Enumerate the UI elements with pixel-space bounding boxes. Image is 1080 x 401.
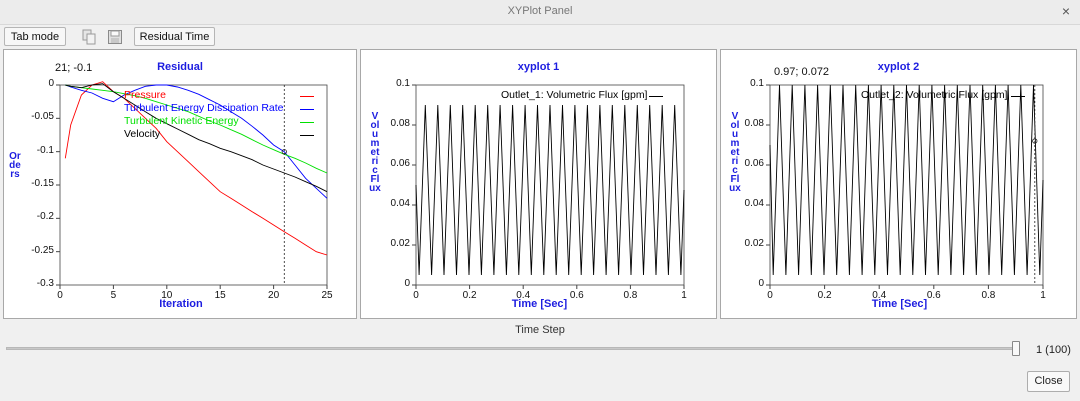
y-tick-label: -0.1 <box>36 144 54 156</box>
x-tick-label: 1 <box>1040 290 1046 301</box>
y-tick-label: -0.15 <box>31 178 54 189</box>
y-axis-title: Volumetric Flux <box>369 111 381 194</box>
x-tick-label: 25 <box>321 290 333 301</box>
legend-swatch <box>300 122 314 123</box>
x-tick-label: 5 <box>110 290 117 301</box>
plot-canvas <box>766 84 1044 289</box>
x-tick-label: 0.2 <box>462 290 477 301</box>
legend-swatch <box>649 96 663 97</box>
x-tick-label: 1 <box>681 290 687 301</box>
legend-swatch <box>1011 96 1025 97</box>
plot-title: xyplot 1 <box>517 61 560 73</box>
x-tick-label: 15 <box>214 290 226 301</box>
y-tick-label: 0.02 <box>390 238 410 249</box>
x-axis-title: Iteration <box>159 298 203 310</box>
y-tick-label: 0.06 <box>390 158 410 169</box>
y-tick-label: 0 <box>48 78 54 89</box>
y-tick-label: 0.1 <box>750 78 764 89</box>
tab-mode-button[interactable]: Tab mode <box>4 27 66 46</box>
series-line <box>65 83 328 193</box>
y-tick-label: 0.04 <box>744 198 764 209</box>
x-tick-label: 0.6 <box>569 290 584 301</box>
plot-canvas <box>412 84 685 289</box>
y-tick-label: -0.3 <box>36 278 54 289</box>
plot-title: Residual <box>157 61 203 73</box>
legend: Outlet_1: Volumetric Flux [gpm] <box>501 89 663 102</box>
window-title: XYPlot Panel <box>507 5 573 17</box>
cursor-readout: 21; -0.1 <box>55 62 93 74</box>
toolbar: Tab mode Residual Time <box>0 25 1080 49</box>
y-tick-label: 0.08 <box>390 118 410 129</box>
y-tick-label: 0.1 <box>396 78 410 89</box>
time-step-slider-track[interactable] <box>6 347 1020 350</box>
legend-label: Outlet_2: Volumetric Flux [gpm] <box>861 89 1008 101</box>
y-axis-title: Orders <box>9 151 21 180</box>
copy-icon[interactable] <box>78 27 100 47</box>
xyplot-2-panel[interactable]: xyplot 2 0.97; 0.072 Time [Sec] Volumetr… <box>720 49 1077 319</box>
legend-item: Turbulent Energy Dissipation Rate <box>124 102 314 115</box>
time-step-value: 1 (100) <box>1036 344 1071 356</box>
series-line <box>64 81 328 256</box>
legend: Outlet_2: Volumetric Flux [gpm] <box>861 89 1025 102</box>
x-tick-label: 0 <box>57 290 63 301</box>
series-line <box>415 104 685 276</box>
x-tick-label: 10 <box>161 290 173 301</box>
x-tick-label: 0 <box>767 290 773 301</box>
time-step-label: Time Step <box>515 324 565 336</box>
legend-swatch <box>300 135 314 136</box>
x-tick-label: 0.4 <box>872 290 887 301</box>
legend-item: Turbulent Kinetic Energy <box>124 115 314 128</box>
y-tick-label: -0.2 <box>36 211 54 223</box>
legend-item: Velocity <box>124 128 314 141</box>
cursor-marker <box>281 149 287 155</box>
close-button[interactable]: Close <box>1027 371 1070 392</box>
legend-item: Outlet_1: Volumetric Flux [gpm] <box>501 89 663 102</box>
x-tick-label: 0.2 <box>817 290 832 301</box>
x-axis-title: Time [Sec] <box>511 298 568 310</box>
plot-canvas <box>56 81 328 289</box>
y-tick-label: 0.08 <box>744 118 764 129</box>
title-bar: XYPlot Panel × <box>0 0 1080 25</box>
legend-swatch <box>300 109 314 110</box>
time-step-slider-thumb[interactable] <box>1012 341 1020 356</box>
legend-label: Velocity <box>124 128 161 140</box>
x-tick-label: 0.4 <box>516 290 531 301</box>
y-tick-label: 0 <box>758 278 764 289</box>
residual-time-button[interactable]: Residual Time <box>134 27 215 46</box>
legend-item: Pressure <box>124 89 314 102</box>
x-tick-label: 0.8 <box>981 290 996 301</box>
residual-plot-panel[interactable]: Residual 21; -0.1 Iteration Orders 0 5 10 1… <box>3 49 357 319</box>
y-tick-label: 0.06 <box>744 158 764 169</box>
cursor-marker <box>1032 138 1038 144</box>
legend-swatch <box>300 96 314 97</box>
plot-title: xyplot 2 <box>877 61 920 73</box>
y-tick-label: 0.02 <box>744 238 764 249</box>
y-axis-title: Volumetric Flux <box>729 111 741 194</box>
legend-label: Pressure <box>124 89 167 101</box>
legend-label: Turbulent Energy Dissipation Rate <box>124 102 284 114</box>
x-tick-label: 20 <box>268 290 280 301</box>
legend: Pressure Turbulent Energy Dissipation Rat… <box>124 89 314 141</box>
x-tick-label: 0.8 <box>623 290 638 301</box>
legend-item: Outlet_2: Volumetric Flux [gpm] <box>861 89 1025 102</box>
x-tick-label: 0.6 <box>926 290 941 301</box>
y-tick-label: 0.04 <box>390 198 410 209</box>
legend-label: Outlet_1: Volumetric Flux [gpm] <box>501 89 648 101</box>
x-axis-title: Time [Sec] <box>871 298 928 310</box>
y-tick-label: 0 <box>404 278 410 289</box>
y-tick-label: -0.25 <box>31 244 54 256</box>
legend-label: Turbulent Kinetic Energy <box>124 115 239 127</box>
save-icon[interactable] <box>104 27 126 47</box>
cursor-readout: 0.97; 0.072 <box>774 66 830 78</box>
y-tick-label: -0.05 <box>31 111 54 123</box>
xyplot-1-panel[interactable]: xyplot 1 Time [Sec] Volumetric Flux 0 0.2… <box>360 49 717 319</box>
series-line <box>769 84 1044 276</box>
x-tick-label: 0 <box>413 290 419 301</box>
window-close-icon[interactable]: × <box>1061 3 1070 19</box>
